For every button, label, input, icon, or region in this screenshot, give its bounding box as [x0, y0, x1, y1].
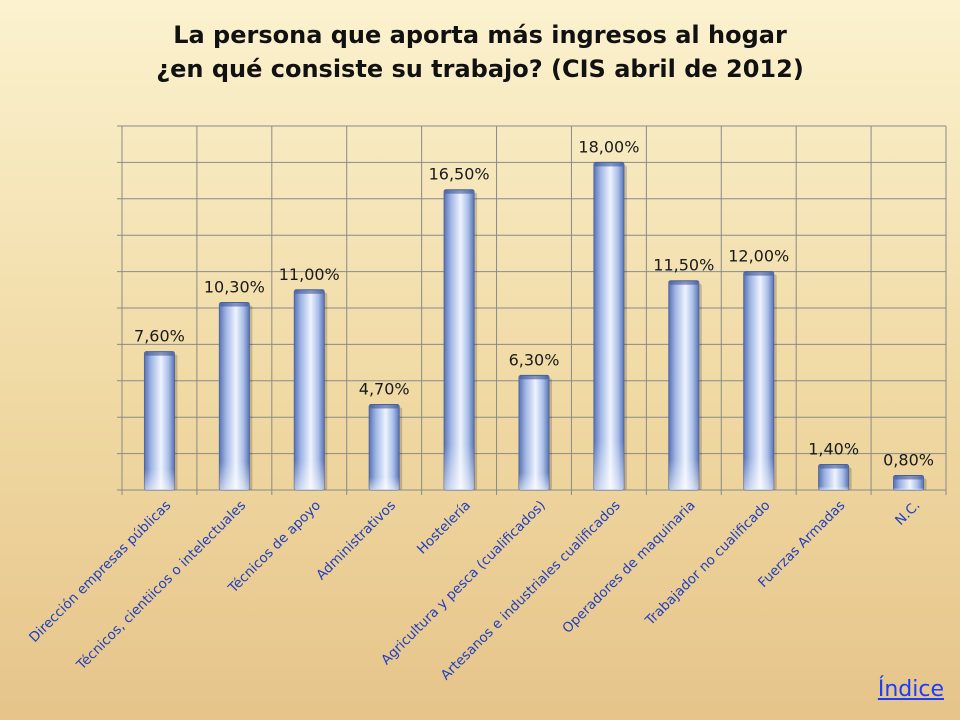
bar-highlight — [369, 404, 400, 490]
bar-cap — [295, 289, 324, 294]
bar-highlight — [593, 162, 624, 490]
chart-title-line1: La persona que aporta más ingresos al ho… — [173, 21, 787, 49]
data-label: 16,50% — [429, 165, 490, 184]
chart-title: La persona que aporta más ingresos al ho… — [0, 18, 960, 86]
bar-highlight — [519, 375, 549, 490]
data-label: 1,40% — [808, 440, 859, 459]
bar-highlight — [444, 189, 475, 490]
category-label: Dirección empresas públicas — [26, 498, 174, 646]
category-label: Operadores de maquinaria — [559, 498, 698, 637]
data-label: 6,30% — [509, 350, 560, 369]
data-label: 4,70% — [359, 379, 410, 398]
data-label: 0,80% — [883, 450, 934, 469]
bar-cap — [520, 375, 548, 380]
bar-cap — [445, 189, 474, 194]
bar-cap — [370, 404, 399, 409]
data-label: 18,00% — [578, 137, 639, 156]
index-link[interactable]: Índice — [877, 677, 944, 702]
bar-highlight — [219, 302, 250, 490]
bar-layer — [143, 161, 927, 491]
bar-cap — [594, 162, 623, 167]
data-label: 7,60% — [134, 327, 185, 346]
grid-layer — [117, 125, 947, 495]
bar-cap — [894, 475, 923, 480]
bar-cap — [145, 351, 174, 356]
data-label: 10,30% — [204, 278, 265, 297]
bar-cap — [669, 280, 698, 285]
bar-highlight — [668, 280, 699, 490]
data-label: 12,00% — [728, 247, 789, 266]
category-label: Técnicos, cientiicos o intelectuales — [73, 498, 249, 674]
bar-cap — [819, 464, 848, 469]
bar-highlight — [818, 464, 849, 490]
bar-highlight — [743, 271, 774, 490]
bar-cap — [220, 302, 249, 307]
label-layer: 7,60% 10,30% 11,00% 4,70% 16,50% 6,30% 18,00% 1… — [134, 137, 934, 469]
category-label: Hostelería — [414, 498, 474, 558]
category-label: Agricultura y pesca (cualificados) — [378, 498, 549, 669]
bar-highlight — [294, 289, 325, 490]
bar-highlight — [144, 351, 175, 490]
bar-cap — [744, 271, 773, 276]
category-label: Administrativos — [313, 498, 399, 584]
data-label: 11,00% — [279, 265, 340, 284]
chart-title-line2: ¿en qué consiste su trabajo? (CIS abril … — [156, 55, 804, 83]
data-label: 11,50% — [653, 256, 714, 275]
category-label: N.C. — [892, 498, 923, 529]
category-label: Trabajador no cualificado — [642, 498, 774, 630]
